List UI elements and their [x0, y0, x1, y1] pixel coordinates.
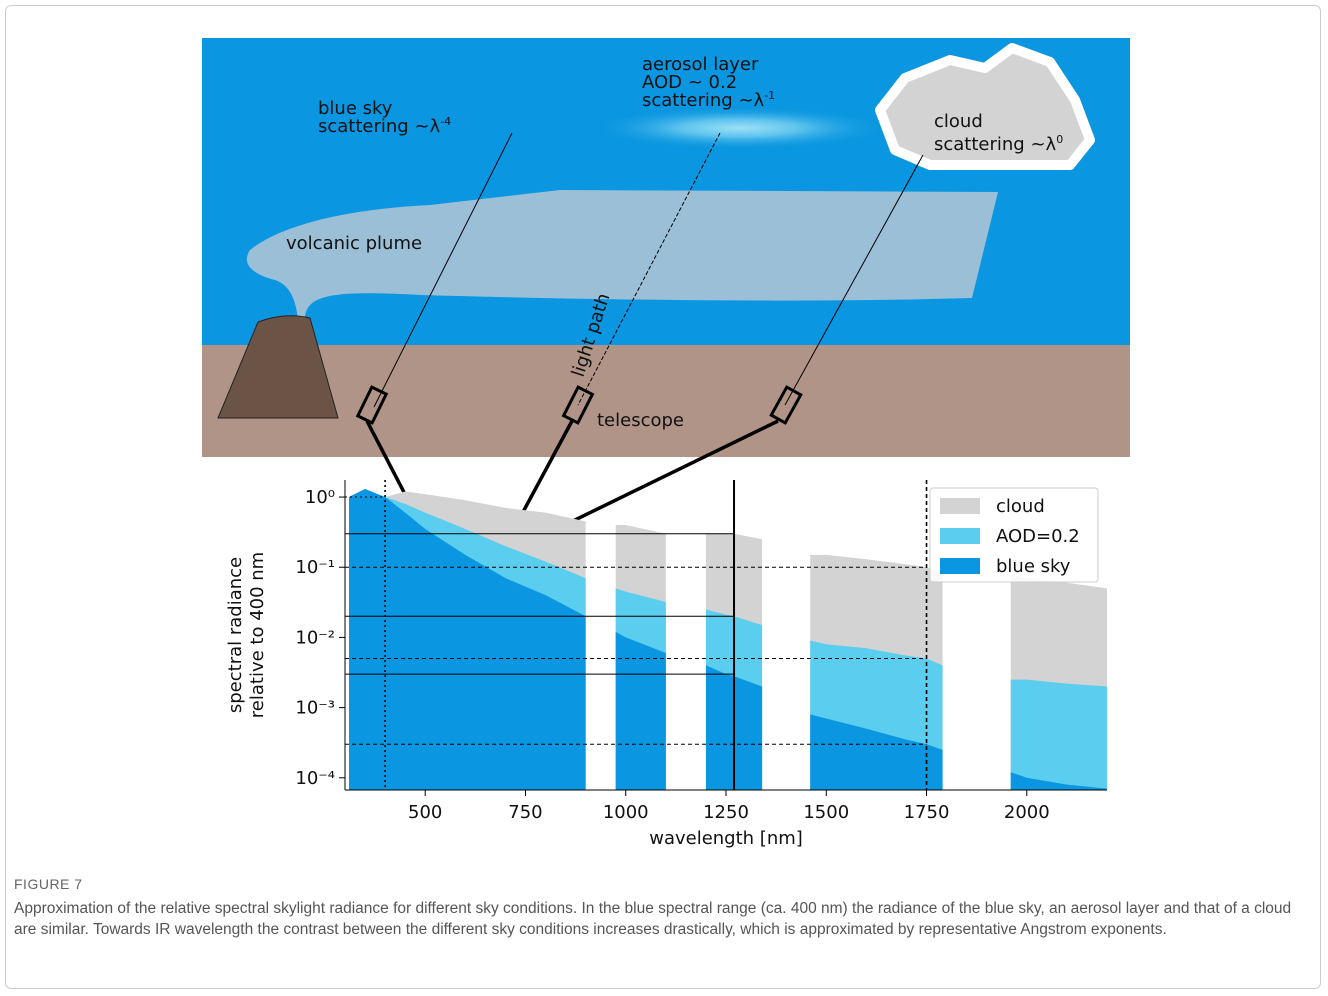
light-path [784, 154, 924, 406]
x-tick-label: 1500 [803, 802, 849, 823]
caption-label: FIGURE 7 [14, 876, 83, 892]
x-tick-label: 750 [508, 802, 542, 823]
light-path [373, 132, 513, 408]
label: cloud [934, 111, 983, 132]
legend-label: AOD=0.2 [996, 526, 1080, 547]
chart: 10⁻⁴ 10⁻³ 10⁻² 10⁻¹ 10⁰ 500 750 1000 1250 1500 175… [225, 480, 1108, 849]
y-tick-label: 10⁻⁴ [295, 768, 335, 789]
x-axis-label: wavelength [nm] [649, 828, 803, 849]
x-tick-label: 1000 [603, 802, 649, 823]
telescope [769, 385, 803, 425]
legend-label: blue sky [996, 556, 1071, 577]
label: telescope [597, 410, 684, 431]
y-tick-label: 10⁻³ [295, 698, 335, 719]
telescope [355, 385, 389, 425]
legend-label: cloud [996, 496, 1045, 517]
y-tick-label: 10⁻² [295, 627, 335, 648]
aerosol-layer [590, 106, 890, 150]
exponent: -1 [764, 89, 775, 102]
legend-swatch [940, 558, 980, 574]
y-tick-label: 10⁻¹ [295, 557, 335, 578]
arrow [531, 419, 779, 542]
area [349, 489, 1108, 790]
ground [202, 345, 1130, 457]
caption-text: Approximation of the relative spectral s… [14, 900, 1292, 938]
legend-swatch [940, 528, 980, 544]
x-tick-label: 1750 [904, 802, 950, 823]
y-axis-label: relative to 400 nm [247, 552, 268, 718]
label: AOD ~ 0.2 [642, 72, 737, 93]
label: scattering ~λ0 [934, 133, 1063, 155]
label: volcanic plume [286, 233, 422, 254]
figure: blue sky scattering ~λ-4 aerosol layer A… [202, 38, 1130, 849]
light-path [577, 132, 721, 406]
y-tick-label: 10⁰ [305, 487, 335, 508]
label: scattering ~λ [318, 116, 441, 137]
label: scattering ~λ [934, 134, 1057, 155]
label: aerosol layer [642, 54, 759, 75]
label: blue sky [318, 98, 393, 119]
frame [5, 5, 1321, 989]
volcano [217, 315, 339, 419]
x-tick-label: 2000 [1004, 802, 1050, 823]
exponent: 0 [1056, 133, 1063, 146]
x-tick-label: 500 [408, 802, 442, 823]
cloud [875, 43, 1095, 170]
label: scattering ~λ-4 [318, 115, 451, 137]
diagram: blue sky scattering ~λ-4 aerosol layer A… [202, 38, 1130, 561]
telescope [561, 385, 595, 425]
x-tick-label: 1250 [703, 802, 749, 823]
legend-swatch [940, 498, 980, 514]
y-axis-label: spectral radiance [225, 557, 246, 713]
label: scattering ~λ [642, 90, 765, 111]
label: scattering ~λ-1 [642, 89, 775, 111]
exponent: -4 [440, 115, 451, 128]
